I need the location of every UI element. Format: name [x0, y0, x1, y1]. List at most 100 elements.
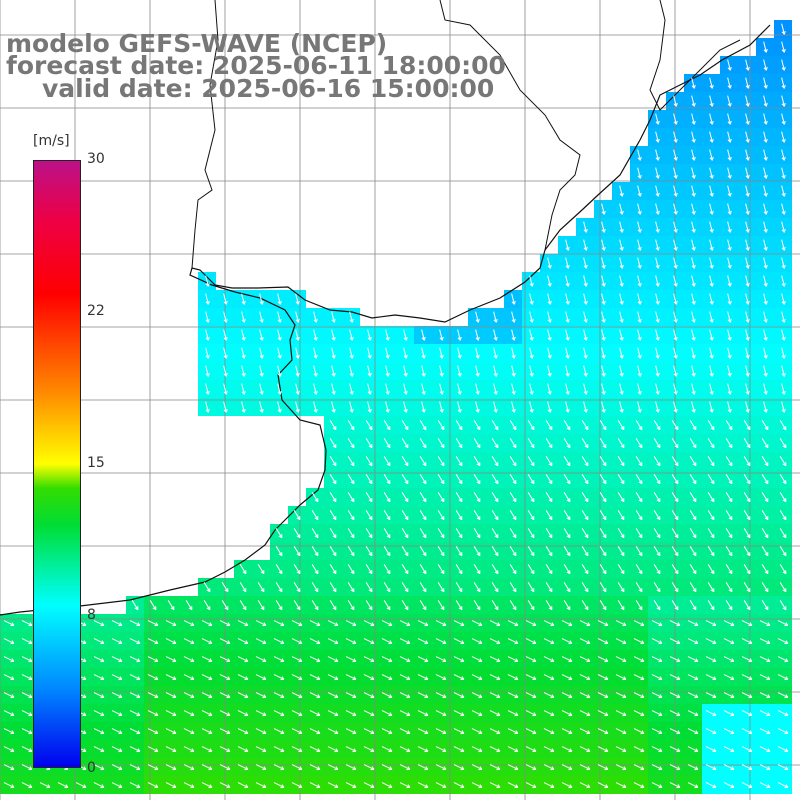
wind-arrow	[743, 492, 751, 503]
wind-arrow	[273, 638, 285, 645]
wind-arrow	[313, 401, 318, 413]
wind-arrow	[293, 510, 301, 521]
wind-arrow	[471, 620, 483, 627]
wind-arrow	[725, 438, 733, 449]
wind-arrow	[709, 329, 714, 341]
wind-arrow	[345, 620, 357, 627]
wind-arrow	[707, 492, 715, 503]
wind-arrow	[255, 620, 267, 627]
wind-arrow	[727, 329, 732, 341]
wind-arrow	[439, 401, 444, 413]
wind-arrow	[455, 582, 463, 593]
wind-arrow	[383, 600, 391, 611]
wind-arrow	[401, 582, 409, 593]
wind-arrow	[329, 510, 337, 521]
wind-arrow	[781, 185, 786, 197]
wind-arrow	[511, 329, 516, 341]
wind-arrow	[651, 620, 663, 627]
wind-arrow	[399, 638, 411, 645]
wind-arrow	[727, 275, 732, 287]
wind-arrow	[385, 329, 390, 341]
wind-arrow	[671, 420, 679, 431]
wind-arrow	[183, 638, 195, 645]
wind-arrow	[763, 347, 768, 359]
wind-arrow	[707, 510, 715, 521]
wind-arrow	[763, 401, 768, 413]
wind-arrow	[419, 420, 427, 431]
wind-arrow	[653, 600, 661, 611]
wind-arrow	[709, 275, 714, 287]
wind-arrow	[491, 582, 499, 593]
wind-arrow	[761, 492, 769, 503]
wind-arrow	[527, 600, 535, 611]
wind-arrow	[203, 582, 211, 593]
wind-arrow	[599, 600, 607, 611]
wind-arrow	[745, 275, 750, 287]
wind-arrow	[327, 620, 339, 627]
wind-arrow	[599, 492, 607, 503]
wind-arrow	[547, 401, 552, 413]
wind-arrow	[601, 257, 606, 269]
wind-arrow	[655, 347, 660, 359]
wind-arrow	[709, 131, 714, 143]
wind-arrow	[635, 600, 643, 611]
wind-arrow	[421, 401, 426, 413]
wind-arrow	[349, 365, 354, 377]
wind-arrow	[327, 638, 339, 645]
wind-arrow	[347, 492, 355, 503]
wind-arrow	[419, 492, 427, 503]
wind-arrow	[745, 401, 750, 413]
wind-arrow	[781, 347, 786, 359]
wind-arrow	[491, 600, 499, 611]
wind-arrow	[347, 564, 355, 575]
wind-arrow	[401, 564, 409, 575]
wind-arrow	[743, 420, 751, 431]
wind-arrow	[709, 365, 714, 377]
wind-arrow	[439, 347, 444, 359]
wind-arrow	[617, 510, 625, 521]
wind-arrow	[547, 293, 552, 305]
wind-arrow	[673, 293, 678, 305]
wind-arrow	[745, 365, 750, 377]
wind-arrow	[781, 221, 786, 233]
wind-arrow	[3, 638, 15, 645]
wind-arrow	[491, 510, 499, 521]
wind-arrow	[583, 383, 588, 395]
wind-arrow	[473, 456, 481, 467]
wind-arrow	[367, 347, 372, 359]
wind-arrow	[401, 546, 409, 557]
wind-arrow	[635, 564, 643, 575]
wind-arrow	[383, 456, 391, 467]
wind-arrow	[435, 638, 447, 645]
wind-arrow	[509, 546, 517, 557]
wind-arrow	[601, 365, 606, 377]
wind-arrow	[473, 420, 481, 431]
wind-arrow	[709, 95, 714, 107]
wind-arrow	[655, 131, 660, 143]
wind-arrow	[763, 221, 768, 233]
wind-arrow	[763, 131, 768, 143]
wind-arrow	[259, 365, 264, 377]
wind-arrow	[583, 401, 588, 413]
wind-arrow	[349, 383, 354, 395]
wind-arrow	[509, 528, 517, 539]
wind-arrow	[653, 492, 661, 503]
wind-arrow	[367, 365, 372, 377]
wind-arrow	[437, 600, 445, 611]
wind-arrow	[223, 401, 228, 413]
wind-arrow	[763, 311, 768, 323]
wind-arrow	[583, 293, 588, 305]
wind-arrow	[601, 239, 606, 251]
wind-arrow	[689, 456, 697, 467]
wind-arrow	[707, 528, 715, 539]
wind-arrow	[421, 383, 426, 395]
wind-arrow	[763, 203, 768, 215]
wind-arrow	[295, 293, 300, 305]
wind-arrow	[275, 546, 283, 557]
wind-arrow	[183, 620, 195, 627]
wind-arrow	[401, 438, 409, 449]
wind-arrow	[365, 456, 373, 467]
wind-arrow	[763, 95, 768, 107]
wind-arrow	[565, 257, 570, 269]
wind-arrow	[545, 420, 553, 431]
